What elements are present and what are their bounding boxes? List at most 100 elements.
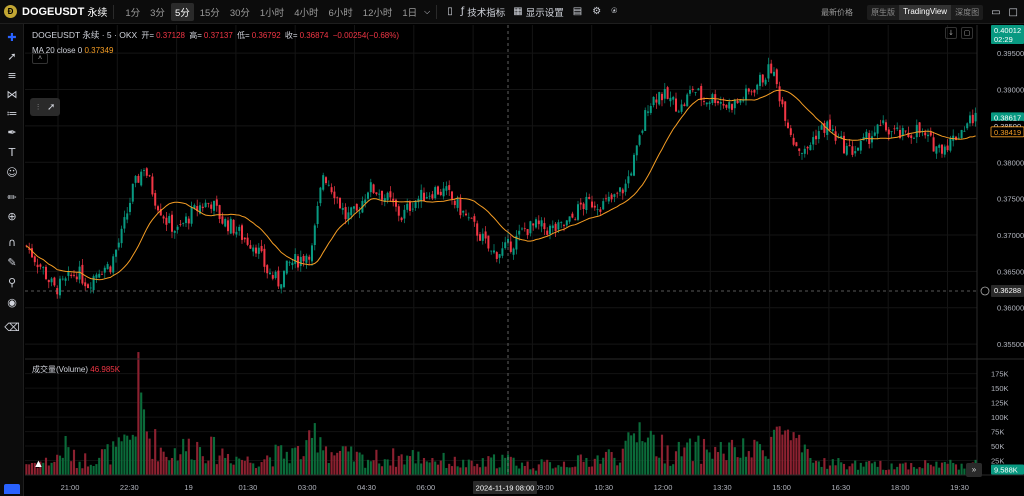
view-mode-1[interactable]: TradingView — [899, 4, 952, 20]
zoom-in-icon[interactable]: ⊕ — [7, 210, 17, 223]
volume-value: 46.985K — [90, 365, 121, 374]
display-settings-button[interactable]: ▦ 显示设置 — [513, 5, 563, 19]
volume-bar — [260, 462, 263, 475]
text-icon[interactable]: T — [8, 146, 16, 159]
candle-body — [212, 200, 216, 211]
price-type-selector[interactable]: 最新价格 — [821, 7, 854, 17]
candle-body — [646, 111, 650, 113]
candle-body — [333, 191, 336, 199]
fib-icon[interactable]: ≔ — [6, 107, 18, 120]
candle-body — [725, 104, 728, 108]
candle-body — [439, 191, 442, 196]
volume-bar — [764, 456, 767, 475]
fullscreen-icon[interactable]: □ — [1008, 6, 1018, 18]
volume-bar — [677, 441, 680, 475]
legend-title[interactable]: DOGEUSDT 永续 · 5 · OKX — [32, 30, 138, 40]
volume-bar — [403, 464, 406, 475]
arrow-down-icon[interactable]: ↓ — [945, 27, 957, 39]
gear-icon[interactable]: ⚙ — [592, 6, 602, 17]
candle-body — [652, 96, 655, 106]
volume-bar — [728, 442, 731, 475]
price-chart[interactable]: 0.395000.390000.385000.380000.375000.370… — [25, 25, 1024, 496]
volume-last-tag-label-0: 9.588K — [994, 465, 1018, 474]
crosshair-icon[interactable]: ✚ — [7, 31, 17, 44]
legend-collapse-button[interactable]: ˄ — [32, 53, 48, 64]
candle-body — [546, 230, 549, 235]
candle-body — [602, 201, 605, 210]
candle-body — [112, 256, 115, 273]
eye-icon[interactable]: ◉ — [7, 296, 17, 309]
tradingview-logo-icon[interactable]: ▲ — [33, 458, 44, 470]
horizontal-lines-icon[interactable]: ≡ — [7, 69, 17, 82]
trend-line-icon[interactable]: ➚ — [46, 101, 56, 113]
time-tick-10: 12:00 — [654, 483, 673, 492]
emoji-icon[interactable]: ☺ — [6, 166, 18, 179]
volume-bar — [422, 457, 426, 475]
volume-bar — [439, 460, 442, 475]
volume-bar — [501, 454, 504, 475]
view-mode-2[interactable]: 深度图 — [955, 7, 980, 17]
trash-icon[interactable]: ⌫ — [4, 321, 20, 334]
drag-handle-icon[interactable]: ⋮ — [34, 104, 42, 111]
candle-body — [324, 177, 328, 184]
open-value: 0.37128 — [156, 31, 185, 40]
candle-body — [215, 199, 218, 206]
timeframe-2[interactable]: 5分 — [170, 2, 194, 21]
volume-bar — [72, 449, 76, 475]
volume-bar — [442, 452, 445, 475]
volume-bar — [711, 458, 714, 475]
screenshot-icon[interactable]: ▭ — [991, 6, 1001, 18]
timeframe-9[interactable]: 1日 — [402, 7, 418, 19]
volume-bar — [411, 450, 414, 475]
template-icon[interactable]: ⍟ — [611, 6, 618, 17]
candle-body — [240, 225, 244, 240]
ruler-icon[interactable]: ✏ — [7, 191, 17, 204]
candle-body — [350, 207, 353, 216]
chart-legend: DOGEUSDT 永续 · 5 · OKX 开= 0.37128 高= 0.3713… — [32, 29, 401, 55]
chevron-down-icon[interactable]: ⌵ — [424, 6, 431, 16]
lock-icon[interactable]: ⚲ — [7, 276, 17, 289]
indicators-icon: ƒ — [460, 6, 465, 17]
candle-body — [949, 138, 952, 151]
volume-bar — [327, 463, 330, 475]
indicators-button[interactable]: ƒ 技术指标 — [461, 5, 506, 19]
candle-body — [960, 129, 963, 138]
view-mode-0[interactable]: 原生版 — [871, 7, 896, 17]
timeframe-0[interactable]: 1分 — [125, 7, 141, 19]
timeframe-1[interactable]: 3分 — [150, 7, 165, 19]
candle-body — [828, 119, 832, 131]
time-tick-13: 16:30 — [832, 483, 851, 492]
toolbar-collapse-button[interactable] — [4, 484, 20, 494]
candle-body — [238, 226, 241, 231]
candle-body — [753, 89, 756, 93]
candle-body — [632, 154, 636, 176]
timeframe-8[interactable]: 12小时 — [362, 7, 393, 19]
magnet-icon[interactable]: ∩ — [7, 236, 17, 249]
scroll-to-realtime-button[interactable]: » — [966, 463, 982, 477]
volume-bar — [44, 457, 48, 475]
timeframe-3[interactable]: 15分 — [199, 7, 220, 19]
time-tick-14: 18:00 — [891, 483, 910, 492]
floating-drawing-toolbar[interactable]: ⋮ ➚ — [30, 98, 60, 116]
volume-bar — [663, 463, 666, 475]
maximize-icon[interactable]: ▢ — [961, 27, 973, 39]
timeframe-6[interactable]: 4小时 — [294, 7, 319, 19]
pattern-icon[interactable]: ⋈ — [6, 88, 18, 101]
lock-drawing-icon[interactable]: ✎ — [7, 256, 17, 269]
brush-icon[interactable]: ✒ — [7, 126, 17, 139]
volume-label[interactable]: 成交量(Volume) — [32, 365, 89, 374]
timeframe-4[interactable]: 30分 — [229, 7, 250, 19]
timeframe-5[interactable]: 1小时 — [259, 7, 285, 19]
timeframe-7[interactable]: 6小时 — [328, 7, 353, 19]
trend-line-icon[interactable]: ➚ — [7, 50, 17, 63]
volume-bar — [86, 466, 90, 475]
candle-body — [590, 201, 594, 208]
ma-label[interactable]: MA 20 close 0 — [32, 46, 83, 55]
volume-bar — [800, 452, 804, 475]
candle-body — [806, 146, 809, 149]
volume-bar — [613, 457, 616, 475]
symbol-name[interactable]: DOGEUSDT — [22, 5, 85, 18]
candle-type-icon[interactable]: ▯ — [447, 6, 453, 17]
volume-bar — [25, 464, 28, 475]
layout-icon[interactable]: ▤ — [572, 6, 583, 17]
